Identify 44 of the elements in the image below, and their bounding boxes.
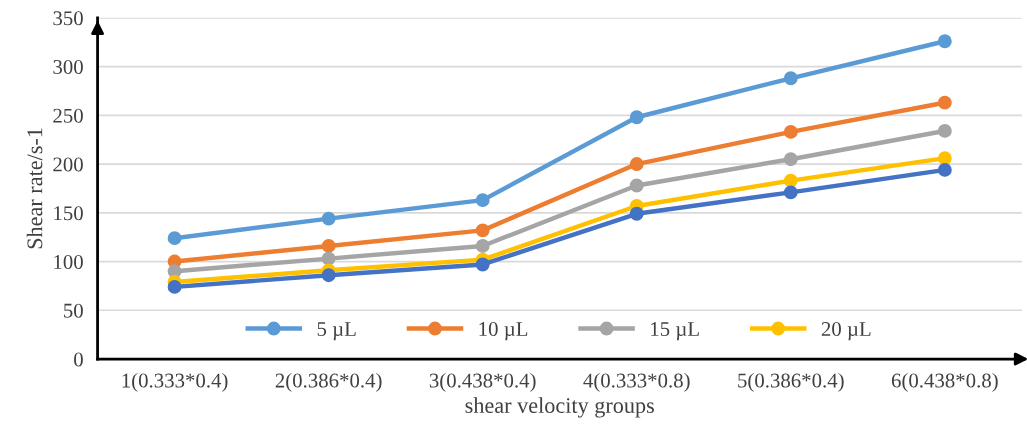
point bbox=[167, 231, 182, 246]
point bbox=[783, 152, 798, 167]
point bbox=[629, 157, 644, 172]
legend-label: 15 µL bbox=[651, 322, 699, 341]
x-axis-title: shear velocity groups bbox=[465, 397, 654, 418]
y-axis-title: Shear rate/s-1 bbox=[26, 128, 43, 249]
x-tick-label: 1(0.333*0.4) bbox=[122, 372, 228, 392]
point bbox=[475, 257, 490, 272]
y-tick-label: 50 bbox=[64, 303, 83, 318]
point bbox=[321, 251, 336, 266]
point bbox=[783, 173, 798, 188]
point bbox=[167, 279, 182, 294]
point bbox=[629, 178, 644, 193]
point bbox=[321, 211, 336, 226]
legend-label: 5 µL bbox=[317, 322, 356, 341]
point bbox=[321, 239, 336, 253]
x-tick-label: 4(0.333*0.8) bbox=[583, 372, 690, 392]
y-tick-label: 0 bbox=[74, 352, 83, 367]
y-tick-label: 300 bbox=[53, 59, 83, 75]
point bbox=[937, 151, 952, 166]
x-tick-label: 5(0.386*0.4) bbox=[738, 372, 844, 392]
y-tick-label: 100 bbox=[54, 254, 83, 269]
point bbox=[937, 95, 952, 110]
point bbox=[629, 110, 644, 125]
y-tick-label: 250 bbox=[53, 108, 83, 123]
point bbox=[475, 193, 490, 208]
y-tick-label: 350 bbox=[53, 11, 83, 26]
point bbox=[783, 185, 798, 200]
y-tick-label: 150 bbox=[54, 206, 83, 221]
point bbox=[783, 124, 798, 139]
x-tick-label: 2(0.386*0.4) bbox=[275, 372, 382, 392]
x-tick-label: 3(0.438*0.4) bbox=[429, 372, 536, 392]
point bbox=[937, 162, 952, 177]
point bbox=[475, 223, 490, 238]
point bbox=[937, 123, 952, 138]
point bbox=[475, 239, 490, 253]
point bbox=[321, 268, 336, 283]
point bbox=[783, 71, 798, 86]
x-tick-label: 6(0.438*0.8) bbox=[891, 372, 998, 392]
legend-label: 20 µL bbox=[821, 321, 871, 341]
point bbox=[937, 34, 952, 49]
y-tick-label: 200 bbox=[53, 157, 83, 172]
point bbox=[629, 206, 644, 221]
legend-label: 10 µL bbox=[479, 321, 528, 341]
